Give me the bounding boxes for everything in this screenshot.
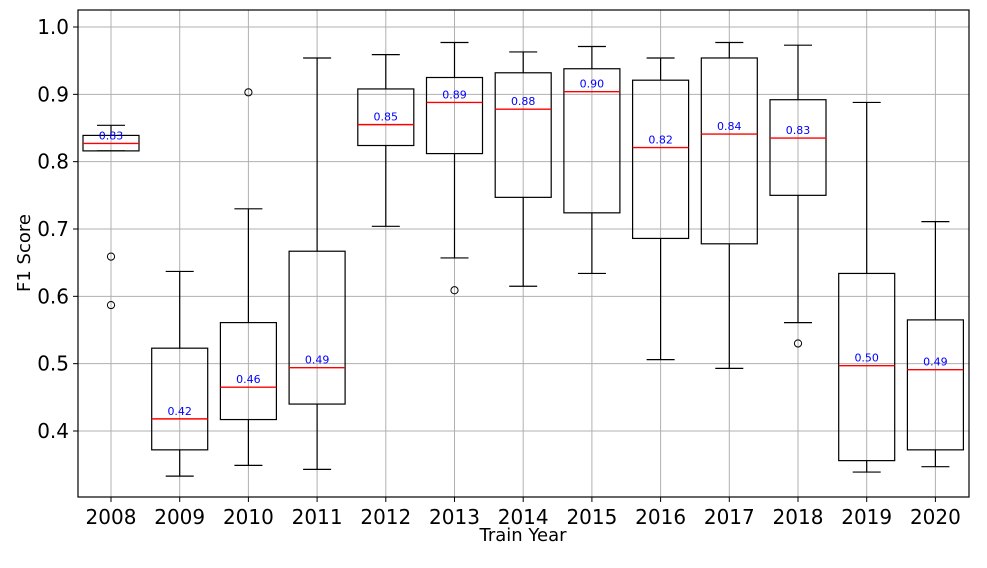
y-tick-label: 0.8 <box>37 150 69 174</box>
box-2011: 0.49 <box>288 57 346 470</box>
x-tick-label: 2018 <box>773 505 824 529</box>
iqr-box <box>838 272 896 462</box>
y-tick-label: 1.0 <box>37 15 69 39</box>
box-2010: 0.46 <box>219 88 277 466</box>
box-2013: 0.89 <box>425 41 484 295</box>
outlier-point <box>793 339 803 348</box>
y-tick-label: 0.6 <box>37 284 69 308</box>
median-label: 0.49 <box>305 354 330 367</box>
iqr-box <box>631 79 690 240</box>
median-label: 0.85 <box>374 111 399 124</box>
median-label: 0.84 <box>717 120 742 133</box>
outlier-point <box>106 300 116 310</box>
median-label: 0.49 <box>923 356 948 369</box>
x-tick-label: 2013 <box>429 505 480 529</box>
outlier-point <box>244 88 253 97</box>
iqr-box <box>219 321 277 421</box>
box-2014: 0.88 <box>494 51 552 287</box>
iqr-box <box>494 72 552 198</box>
iqr-box <box>700 57 758 245</box>
y-axis-label: F1 Score <box>14 214 35 292</box>
tick-layer: 0.4 0.5 0.6 0.7 0.8 0.9 1.0 2008 2009 2010 2011 201… <box>37 15 961 529</box>
box-2020: 0.49 <box>906 220 965 468</box>
iqr-box <box>769 99 827 196</box>
iqr-box <box>425 76 484 155</box>
iqr-box <box>151 347 209 451</box>
box-2017: 0.84 <box>700 41 758 369</box>
x-axis-label: Train Year <box>478 525 567 546</box>
box-layer: 0.83 0.42 0.46 0.49 0.85 0.89 0.88 0.90 0.82 0.84… <box>82 41 965 477</box>
median-label: 0.90 <box>580 78 605 91</box>
x-tick-label: 2011 <box>292 505 343 529</box>
iqr-box <box>563 68 621 214</box>
median-label: 0.83 <box>786 124 811 137</box>
x-tick-label: 2017 <box>704 505 755 529</box>
box-2012: 0.85 <box>357 54 415 227</box>
x-tick-label: 2020 <box>910 505 961 529</box>
median-label: 0.50 <box>854 352 879 365</box>
x-tick-label: 2019 <box>841 505 892 529</box>
median-label: 0.82 <box>648 134 673 147</box>
median-label: 0.42 <box>167 405 192 418</box>
y-tick-label: 0.7 <box>37 217 69 241</box>
median-label: 0.83 <box>99 129 124 142</box>
iqr-box <box>288 250 346 405</box>
x-tick-label: 2010 <box>223 505 274 529</box>
x-tick-label: 2014 <box>498 505 549 529</box>
median-label: 0.46 <box>236 373 261 386</box>
y-tick-label: 0.5 <box>37 352 69 376</box>
x-tick-label: 2012 <box>360 505 411 529</box>
box-2009: 0.42 <box>151 270 209 477</box>
box-2016: 0.82 <box>631 57 690 361</box>
x-tick-label: 2016 <box>635 505 686 529</box>
y-tick-label: 0.4 <box>37 419 69 443</box>
x-tick-label: 2009 <box>154 505 205 529</box>
y-tick-label: 0.9 <box>37 82 69 106</box>
iqr-box <box>357 88 415 147</box>
box-2015: 0.90 <box>563 45 621 275</box>
median-label: 0.89 <box>442 88 467 101</box>
box-2019: 0.50 <box>838 101 896 473</box>
outlier-point <box>450 286 459 295</box>
x-tick-label: 2015 <box>566 505 617 529</box>
x-tick-label: 2008 <box>86 505 137 529</box>
median-label: 0.88 <box>511 95 536 108</box>
box-2018: 0.83 <box>769 44 827 348</box>
iqr-box <box>906 319 965 451</box>
outlier-point <box>106 252 116 261</box>
box-2008: 0.83 <box>82 124 140 310</box>
